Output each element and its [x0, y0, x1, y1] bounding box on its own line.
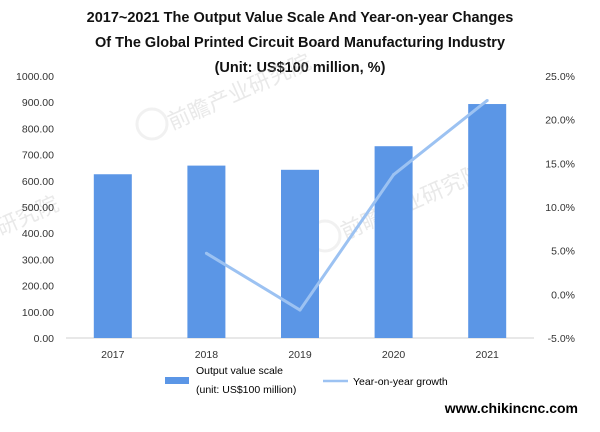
legend-bar-label-line1: Output value scale [196, 365, 283, 377]
y-left-tick-label: 800.00 [22, 123, 54, 135]
y-left-tick-label: 400.00 [22, 228, 54, 240]
x-tick-labels: 2017 2018 2019 2020 2021 [101, 349, 499, 361]
y-right-tick-label: 10.0% [545, 202, 575, 214]
x-tick-label: 2020 [382, 349, 406, 361]
bar-series [93, 104, 507, 338]
x-tick-label: 2017 [101, 349, 125, 361]
x-tick-label: 2018 [195, 349, 219, 361]
legend-bar-swatch [165, 377, 189, 384]
growth-line-point [392, 173, 396, 177]
x-tick-label: 2019 [288, 349, 312, 361]
x-tick-label: 2021 [476, 349, 500, 361]
y-left-tick-label: 1000.00 [16, 71, 54, 83]
legend-line-label: Year-on-year growth [353, 376, 448, 388]
y-left-tick-label: 600.00 [22, 176, 54, 188]
growth-line [205, 99, 489, 312]
y-right-tick-label: -5.0% [548, 333, 575, 345]
y-right-tick-label: 15.0% [545, 158, 575, 170]
chart-title-line-2: Of The Global Printed Circuit Board Manu… [94, 35, 506, 51]
website-url: www.chikincnc.com [444, 400, 578, 416]
growth-line-point [298, 308, 302, 312]
bar [374, 146, 413, 338]
y-right-tick-label: 20.0% [545, 115, 575, 127]
chart-title-line-1: 2017~2021 The Output Value Scale And Yea… [86, 10, 514, 26]
watermark-text-1: 前瞻产业研究院 [164, 49, 315, 134]
y-right-tick-label: 0.0% [551, 289, 575, 301]
y-left-tick-label: 200.00 [22, 281, 54, 293]
y-right-tick-label: 5.0% [551, 246, 575, 258]
bar [281, 169, 319, 338]
y-left-tick-label: 900.00 [22, 97, 54, 109]
y-left-tick-label: 300.00 [22, 254, 54, 266]
y-left-tick-label: 700.00 [22, 150, 54, 162]
y-left-tick-labels: 0.00 100.00 200.00 300.00 400.00 500.00 600.00… [16, 71, 54, 345]
growth-line-point [204, 251, 208, 255]
bar [468, 104, 507, 338]
legend-bar-label-line2: (unit: US$100 million) [196, 384, 296, 396]
y-right-tick-labels: -5.0% 0.0% 5.0% 10.0% 15.0% 20.0% 25.0% [545, 71, 575, 345]
bar [93, 174, 132, 338]
growth-line-point [485, 98, 489, 102]
growth-line-series [204, 98, 489, 312]
chart-title-line-3: (Unit: US$100 million, %) [214, 60, 386, 76]
y-left-tick-label: 500.00 [22, 202, 54, 214]
y-left-tick-label: 100.00 [22, 307, 54, 319]
y-right-tick-label: 25.0% [545, 71, 575, 83]
y-left-tick-label: 0.00 [34, 333, 55, 345]
